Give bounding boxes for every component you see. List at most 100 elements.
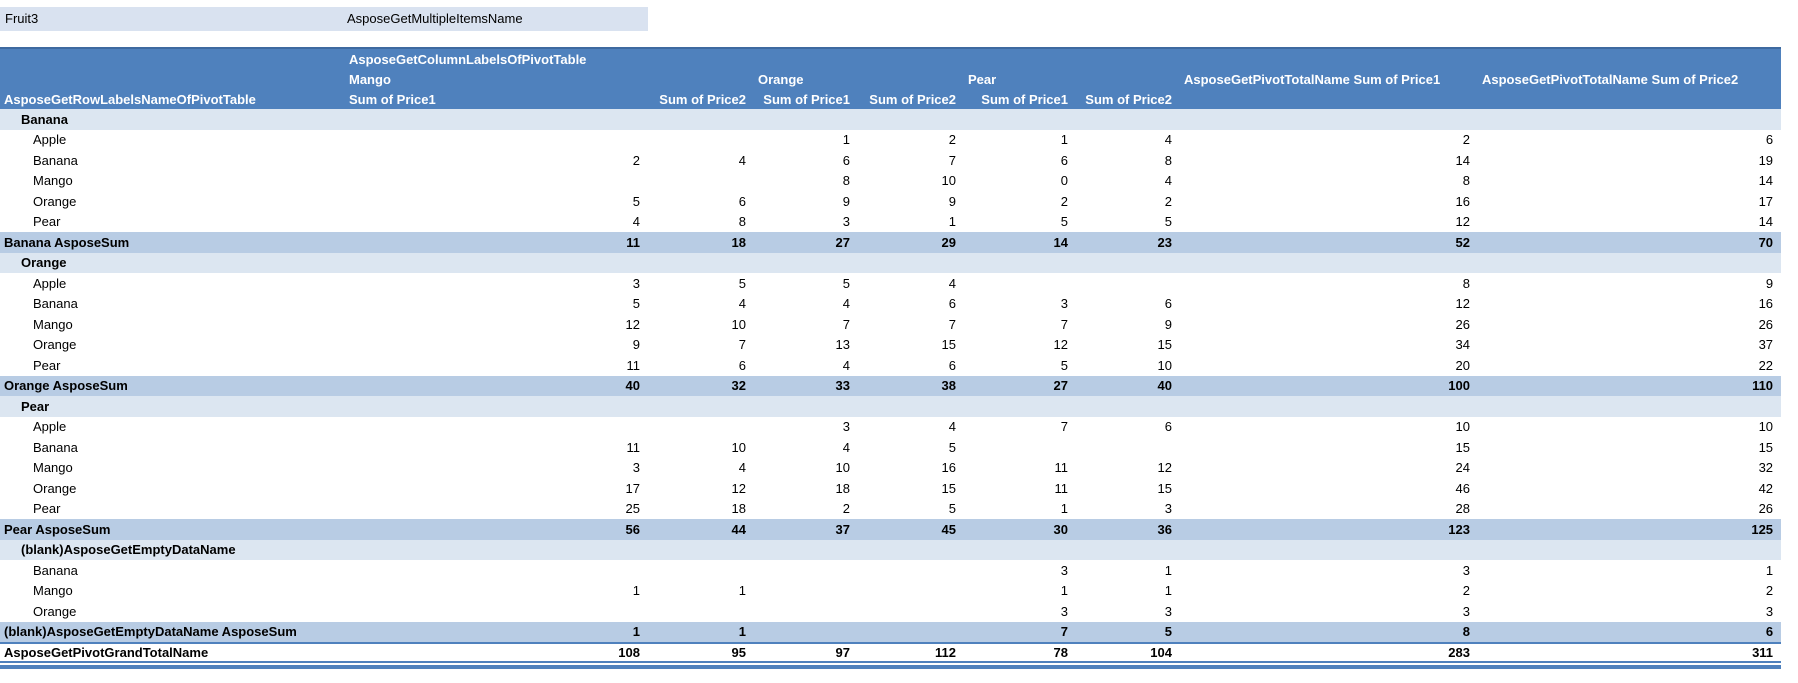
pivot-cell: 34 <box>1180 334 1478 355</box>
pivot-row-item: Banana 3 1 3 1 <box>0 560 1782 581</box>
mango-sum-price2: Sum of Price2 <box>648 89 754 109</box>
pivot-cell: 3 <box>964 560 1076 581</box>
pivot-cell: 5 <box>345 293 648 314</box>
row-label: Pear <box>0 396 345 417</box>
pivot-cell: 7 <box>964 621 1076 643</box>
row-label: Apple <box>0 273 345 294</box>
pivot-cell: 10 <box>1478 416 1782 437</box>
pivot-cell: 4 <box>754 355 858 376</box>
pivot-cell: 6 <box>858 293 964 314</box>
pivot-cell: 6 <box>1478 621 1782 643</box>
pivot-cell: 78 <box>964 642 1076 663</box>
pivot-cell: 4 <box>1076 129 1180 150</box>
pivot-cell <box>964 539 1076 560</box>
row-labels-title: AsposeGetRowLabelsNameOfPivotTable <box>0 89 345 109</box>
orange-sum-price1: Sum of Price1 <box>754 89 858 109</box>
pivot-cell: 2 <box>1180 129 1478 150</box>
pivot-cell: 2 <box>964 191 1076 212</box>
pivot-cell: 36 <box>1076 519 1180 540</box>
pivot-cell <box>648 601 754 622</box>
pivot-cell: 0 <box>964 170 1076 191</box>
pivot-cell: 2 <box>1076 191 1180 212</box>
pivot-cell: 37 <box>1478 334 1782 355</box>
pivot-cell: 5 <box>648 273 754 294</box>
pivot-cell <box>345 560 648 581</box>
pivot-cell: 4 <box>648 293 754 314</box>
pivot-cell: 9 <box>345 334 648 355</box>
pivot-row-group: Banana <box>0 109 1782 130</box>
header-corner-blank <box>0 47 345 69</box>
pivot-cell: 112 <box>858 642 964 663</box>
pivot-cell: 42 <box>1478 478 1782 499</box>
row-label: Mango <box>0 314 345 335</box>
pivot-cell <box>754 580 858 601</box>
pivot-cell: 9 <box>1076 314 1180 335</box>
pivot-cell: 10 <box>1076 355 1180 376</box>
pivot-row-item: Banana 5 4 4 6 3 6 12 16 <box>0 293 1782 314</box>
pivot-cell: 18 <box>648 232 754 253</box>
pivot-cell: 6 <box>648 191 754 212</box>
pivot-cell: 12 <box>648 478 754 499</box>
pivot-cell: 6 <box>1478 129 1782 150</box>
row-label: Banana <box>0 437 345 458</box>
pivot-cell: 1 <box>1076 580 1180 601</box>
pivot-cell: 10 <box>754 457 858 478</box>
pivot-cell: 32 <box>648 375 754 396</box>
pivot-cell <box>345 416 648 437</box>
pivot-cell: 13 <box>754 334 858 355</box>
pivot-row-item: Mango 3 4 10 16 11 12 24 32 <box>0 457 1782 478</box>
row-label: Pear <box>0 498 345 519</box>
pivot-cell: 4 <box>754 293 858 314</box>
pivot-cell: 1 <box>1076 560 1180 581</box>
pivot-row-item: Orange 5 6 9 9 2 2 16 17 <box>0 191 1782 212</box>
header-row-measures: AsposeGetRowLabelsNameOfPivotTable Sum o… <box>0 89 1782 109</box>
pivot-cell: 1 <box>345 580 648 601</box>
pivot-cell: 15 <box>1076 334 1180 355</box>
pivot-row-group: (blank)AsposeGetEmptyDataName <box>0 539 1782 560</box>
pivot-cell: 2 <box>858 129 964 150</box>
pivot-cell: 4 <box>1076 170 1180 191</box>
header-blank <box>0 69 345 89</box>
pivot-cell: 27 <box>754 232 858 253</box>
row-label: (blank)AsposeGetEmptyDataName AsposeSum <box>0 621 345 643</box>
pivot-cell <box>648 560 754 581</box>
pivot-header: AsposeGetColumnLabelsOfPivotTable Mango … <box>0 47 1782 109</box>
pivot-cell <box>345 601 648 622</box>
mango-sum-price1: Sum of Price1 <box>345 89 648 109</box>
row-label: Orange <box>0 252 345 273</box>
pivot-cell: 3 <box>964 293 1076 314</box>
pivot-cell <box>964 252 1076 273</box>
column-group-mango: Mango <box>345 69 754 89</box>
row-label: Apple <box>0 416 345 437</box>
pivot-cell: 18 <box>754 478 858 499</box>
pivot-cell: 7 <box>858 150 964 171</box>
pivot-cell: 1 <box>964 129 1076 150</box>
pivot-cell <box>858 580 964 601</box>
pivot-cell: 14 <box>1478 211 1782 232</box>
pivot-cell: 123 <box>1180 519 1478 540</box>
row-label: Mango <box>0 457 345 478</box>
pear-sum-price1: Sum of Price1 <box>964 89 1076 109</box>
pivot-cell: 1 <box>754 129 858 150</box>
pivot-cell <box>964 396 1076 417</box>
pivot-cell <box>648 539 754 560</box>
pivot-cell: 19 <box>1478 150 1782 171</box>
pivot-cell: 10 <box>648 437 754 458</box>
pivot-cell: 10 <box>648 314 754 335</box>
pivot-cell: 8 <box>1180 621 1478 643</box>
pivot-cell <box>345 170 648 191</box>
pivot-cell <box>1076 252 1180 273</box>
pivot-cell <box>858 621 964 643</box>
pivot-cell: 70 <box>1478 232 1782 253</box>
pivot-cell: 1 <box>964 498 1076 519</box>
pivot-row-item: Apple 1 2 1 4 2 6 <box>0 129 1782 150</box>
pivot-cell: 97 <box>754 642 858 663</box>
pivot-cell: 2 <box>1478 580 1782 601</box>
header-row-column-labels: AsposeGetColumnLabelsOfPivotTable <box>0 47 1782 69</box>
pivot-cell: 12 <box>1180 293 1478 314</box>
pivot-cell: 5 <box>1076 211 1180 232</box>
pivot-cell: 5 <box>1076 621 1180 643</box>
column-total-price1: AsposeGetPivotTotalName Sum of Price1 <box>1180 69 1478 89</box>
pivot-row-item: Mango 8 10 0 4 8 14 <box>0 170 1782 191</box>
pivot-cell: 7 <box>964 314 1076 335</box>
